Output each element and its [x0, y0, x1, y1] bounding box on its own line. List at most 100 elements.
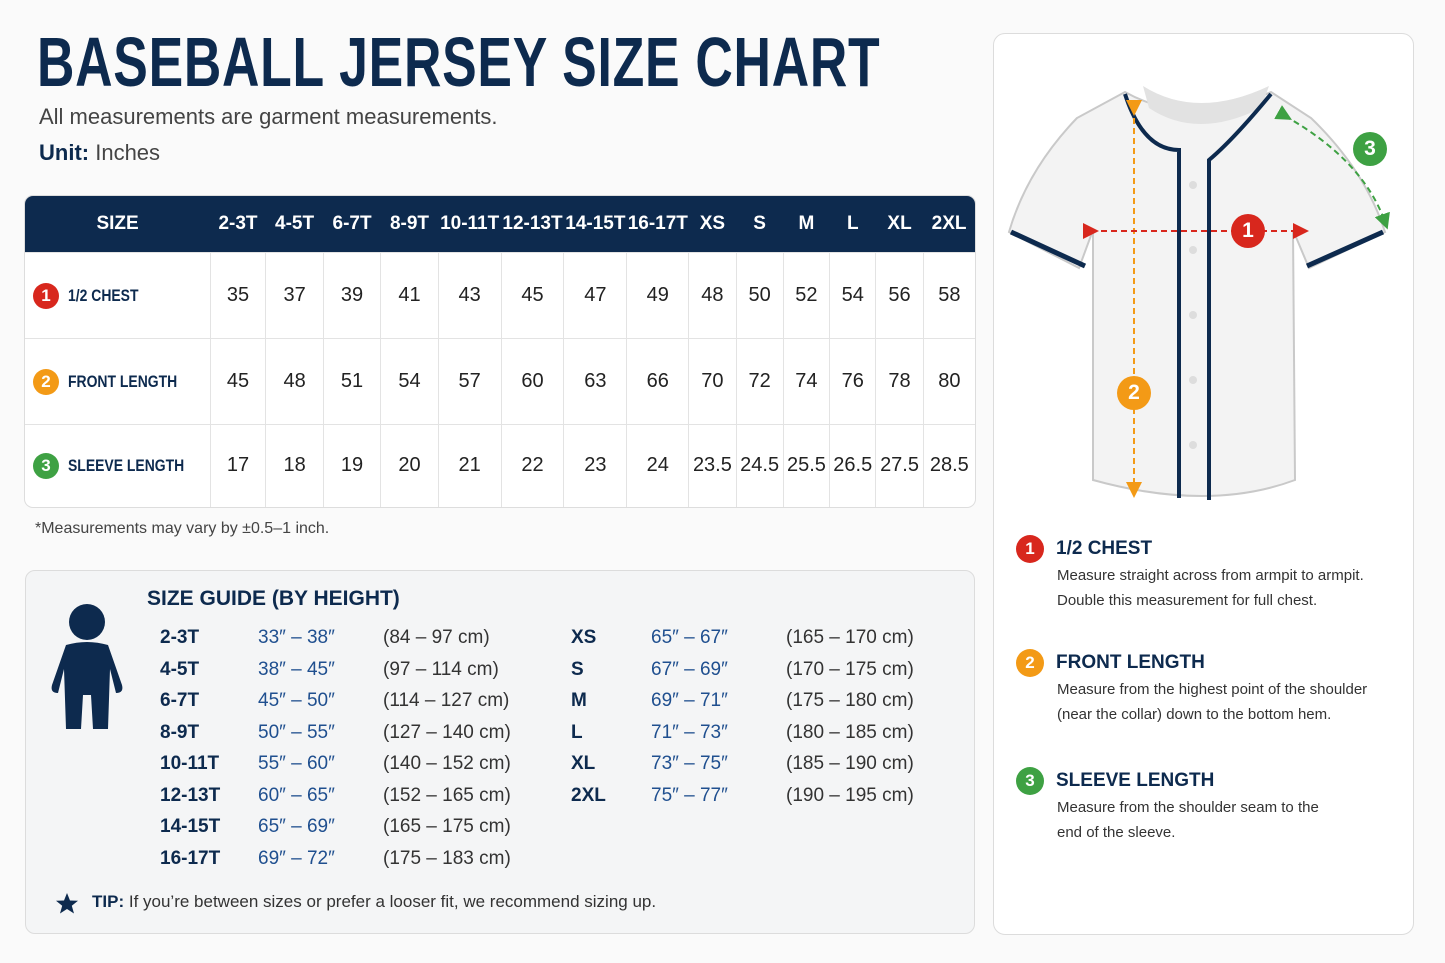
jersey-marker: 2 — [1117, 376, 1151, 410]
unit: Unit: Inches — [39, 140, 160, 166]
legend-number: 2 — [1016, 649, 1044, 677]
guide-cm: (84 – 97 cm) — [383, 627, 490, 648]
cell-value: 51 — [322, 338, 381, 425]
cell-value: 45 — [209, 338, 266, 425]
guide-inches: 33″ – 38″ — [258, 627, 335, 648]
tip-label: TIP: — [92, 892, 125, 911]
column-header: SIZE — [25, 196, 211, 253]
cell-value: 18 — [265, 424, 324, 507]
guide-inches: 38″ – 45″ — [258, 658, 335, 680]
title: BASEBALL JERSEY SIZE CHART — [37, 23, 881, 101]
cell-value: 20 — [380, 424, 439, 507]
cell-value: 49 — [626, 252, 689, 339]
guide-cm: (165 – 175 cm) — [383, 816, 511, 837]
guide-cm: (190 – 195 cm) — [786, 784, 914, 806]
legend-text: end of the sleeve. — [1057, 824, 1176, 841]
row-number: 2 — [33, 368, 59, 395]
guide-cm: (152 – 165 cm) — [383, 784, 511, 806]
guide-size: M — [571, 690, 587, 711]
cell-value: 54 — [829, 252, 876, 339]
cell-value: 56 — [875, 252, 924, 339]
cell-value: 50 — [735, 252, 784, 339]
legend-title: SLEEVE LENGTH — [1056, 770, 1215, 791]
cell-value: 60 — [500, 338, 564, 425]
guide-inches: 55″ – 60″ — [258, 753, 335, 774]
column-header: 10-11T — [438, 196, 502, 253]
cell-value: 78 — [875, 338, 924, 425]
guide-cm: (165 – 170 cm) — [786, 627, 914, 648]
cell-value: 80 — [922, 338, 975, 425]
column-header: XS — [688, 196, 737, 253]
child-icon — [51, 604, 123, 729]
guide-inches: 69″ – 71″ — [651, 690, 728, 711]
row-label: 1 1/2 CHEST — [25, 252, 211, 339]
table-row: 1 1/2 CHEST 35 37 39 41 43 45 47 49 48 50 52 54 56 58 — [25, 252, 975, 339]
cell-value: 26.5 — [829, 424, 876, 507]
cell-value: 54 — [380, 338, 439, 425]
cell-value: 25.5 — [782, 424, 830, 507]
size-table: SIZE 2-3T 4-5T 6-7T 8-9T 10-11T 12-13T 14-15T 16… — [25, 196, 975, 507]
guide-inches: 50″ – 55″ — [258, 721, 335, 743]
guide-cm: (127 – 140 cm) — [383, 721, 511, 743]
column-header: 6-7T — [323, 196, 381, 253]
column-header: 14-15T — [563, 196, 627, 253]
guide-title: SIZE GUIDE (BY HEIGHT) — [147, 587, 400, 610]
cell-value: 19 — [322, 424, 381, 507]
guide-cm: (97 – 114 cm) — [383, 658, 499, 680]
row-name: 1/2 CHEST — [68, 285, 139, 305]
guide-inches: 45″ – 50″ — [258, 690, 335, 711]
tip: TIP: If you’re between sizes or prefer a… — [92, 892, 656, 912]
row-number: 1 — [33, 282, 59, 309]
column-header: 16-17T — [626, 196, 689, 253]
cell-value: 47 — [563, 252, 627, 339]
cell-value: 37 — [265, 252, 324, 339]
column-header: 12-13T — [501, 196, 564, 253]
legend-text: (near the collar) down to the bottom hem… — [1057, 706, 1332, 723]
cell-value: 24 — [626, 424, 689, 507]
cell-value: 35 — [209, 252, 266, 339]
guide-size: S — [571, 658, 584, 680]
guide-cm: (185 – 190 cm) — [786, 753, 914, 774]
guide-size: 14-15T — [160, 816, 221, 837]
legend-text: Measure straight across from armpit to a… — [1057, 567, 1364, 584]
unit-value: Inches — [95, 140, 161, 165]
row-name: FRONT LENGTH — [68, 371, 178, 391]
table-row: 2 FRONT LENGTH 45 48 51 54 57 60 63 66 70 72 74 76 78 8… — [25, 338, 975, 425]
cell-value: 24.5 — [735, 424, 784, 507]
guide-cm: (140 – 152 cm) — [383, 753, 511, 774]
guide-inches: 67″ – 69″ — [651, 658, 728, 680]
cell-value: 22 — [500, 424, 564, 507]
header-row: SIZE 2-3T 4-5T 6-7T 8-9T 10-11T 12-13T 14-15T 16… — [25, 196, 975, 253]
cell-value: 70 — [688, 338, 737, 425]
guide-inches: 65″ – 67″ — [651, 627, 728, 648]
cell-value: 23 — [563, 424, 627, 507]
legend-title: 1/2 CHEST — [1056, 538, 1153, 559]
star-icon — [56, 893, 78, 914]
unit-label: Unit: — [39, 140, 90, 165]
legend-text: Double this measurement for full chest. — [1057, 592, 1318, 609]
guide-inches: 65″ – 69″ — [258, 816, 335, 837]
cell-value: 21 — [437, 424, 502, 507]
cell-value: 66 — [626, 338, 689, 425]
jersey-marker: 1 — [1231, 214, 1265, 248]
guide-size: 10-11T — [160, 753, 220, 774]
guide-size: XL — [571, 753, 596, 774]
legend-text: Measure from the shoulder seam to the — [1057, 799, 1319, 816]
guide-size: 4-5T — [160, 658, 200, 680]
cell-value: 57 — [437, 338, 502, 425]
cell-value: 72 — [735, 338, 784, 425]
legend-number: 3 — [1016, 767, 1044, 795]
guide-inches: 71″ – 73″ — [651, 721, 728, 743]
column-header: XL — [875, 196, 924, 253]
column-header: 2XL — [923, 196, 975, 253]
subtitle: All measurements are garment measurement… — [39, 104, 498, 129]
guide-size: XS — [571, 627, 597, 648]
cell-value: 43 — [437, 252, 502, 339]
table-row: 3 SLEEVE LENGTH 17 18 19 20 21 22 23 24 23.5 24.5 25… — [25, 424, 975, 507]
guide-cm: (175 – 180 cm) — [786, 690, 914, 711]
legend-number: 1 — [1016, 535, 1044, 563]
guide-size: 16-17T — [160, 847, 221, 869]
row-name: SLEEVE LENGTH — [68, 455, 185, 475]
column-header: 4-5T — [265, 196, 324, 253]
